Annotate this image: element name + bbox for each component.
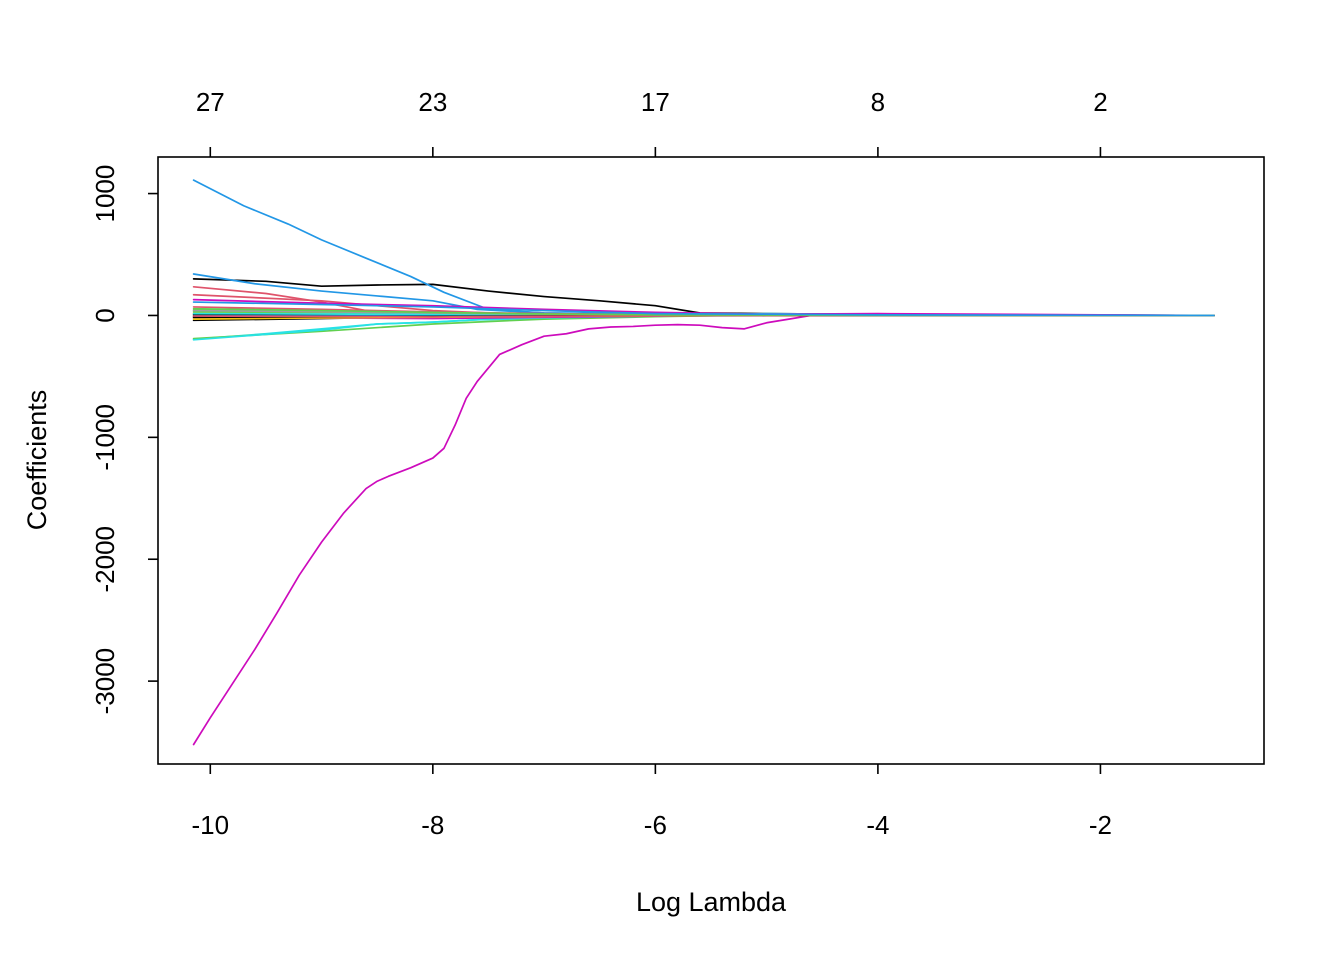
x-tick-label: -10	[192, 810, 230, 840]
y-tick-label: 0	[90, 308, 120, 322]
coefficient-path-28	[192, 301, 1215, 317]
plot-area	[192, 179, 1215, 746]
top-tick-label: 2	[1093, 87, 1107, 117]
bottom-axis: -10 -8 -6 -4 -2	[192, 764, 1112, 840]
top-axis: 27 23 17 8 2	[196, 87, 1108, 157]
y-tick-label: -2000	[90, 526, 120, 593]
x-axis-title: Log Lambda	[636, 887, 787, 917]
coefficient-path-6	[192, 314, 1215, 746]
plot-frame	[157, 156, 1265, 765]
top-tick-label: 23	[418, 87, 447, 117]
x-tick-label: -8	[421, 810, 444, 840]
top-tick-label: 8	[871, 87, 885, 117]
top-tick-label: 27	[196, 87, 225, 117]
x-tick-label: -4	[866, 810, 889, 840]
x-tick-label: -6	[644, 810, 667, 840]
top-tick-label: 17	[641, 87, 670, 117]
x-tick-label: -2	[1089, 810, 1112, 840]
y-tick-label: -3000	[90, 648, 120, 715]
y-axis-title: Coefficients	[22, 390, 52, 531]
y-tick-label: 1000	[90, 165, 120, 223]
series-group	[192, 179, 1215, 746]
coefficient-path-4	[192, 179, 1215, 317]
left-axis: 1000 0 -1000 -2000 -3000	[90, 165, 158, 715]
y-tick-label: -1000	[90, 404, 120, 471]
